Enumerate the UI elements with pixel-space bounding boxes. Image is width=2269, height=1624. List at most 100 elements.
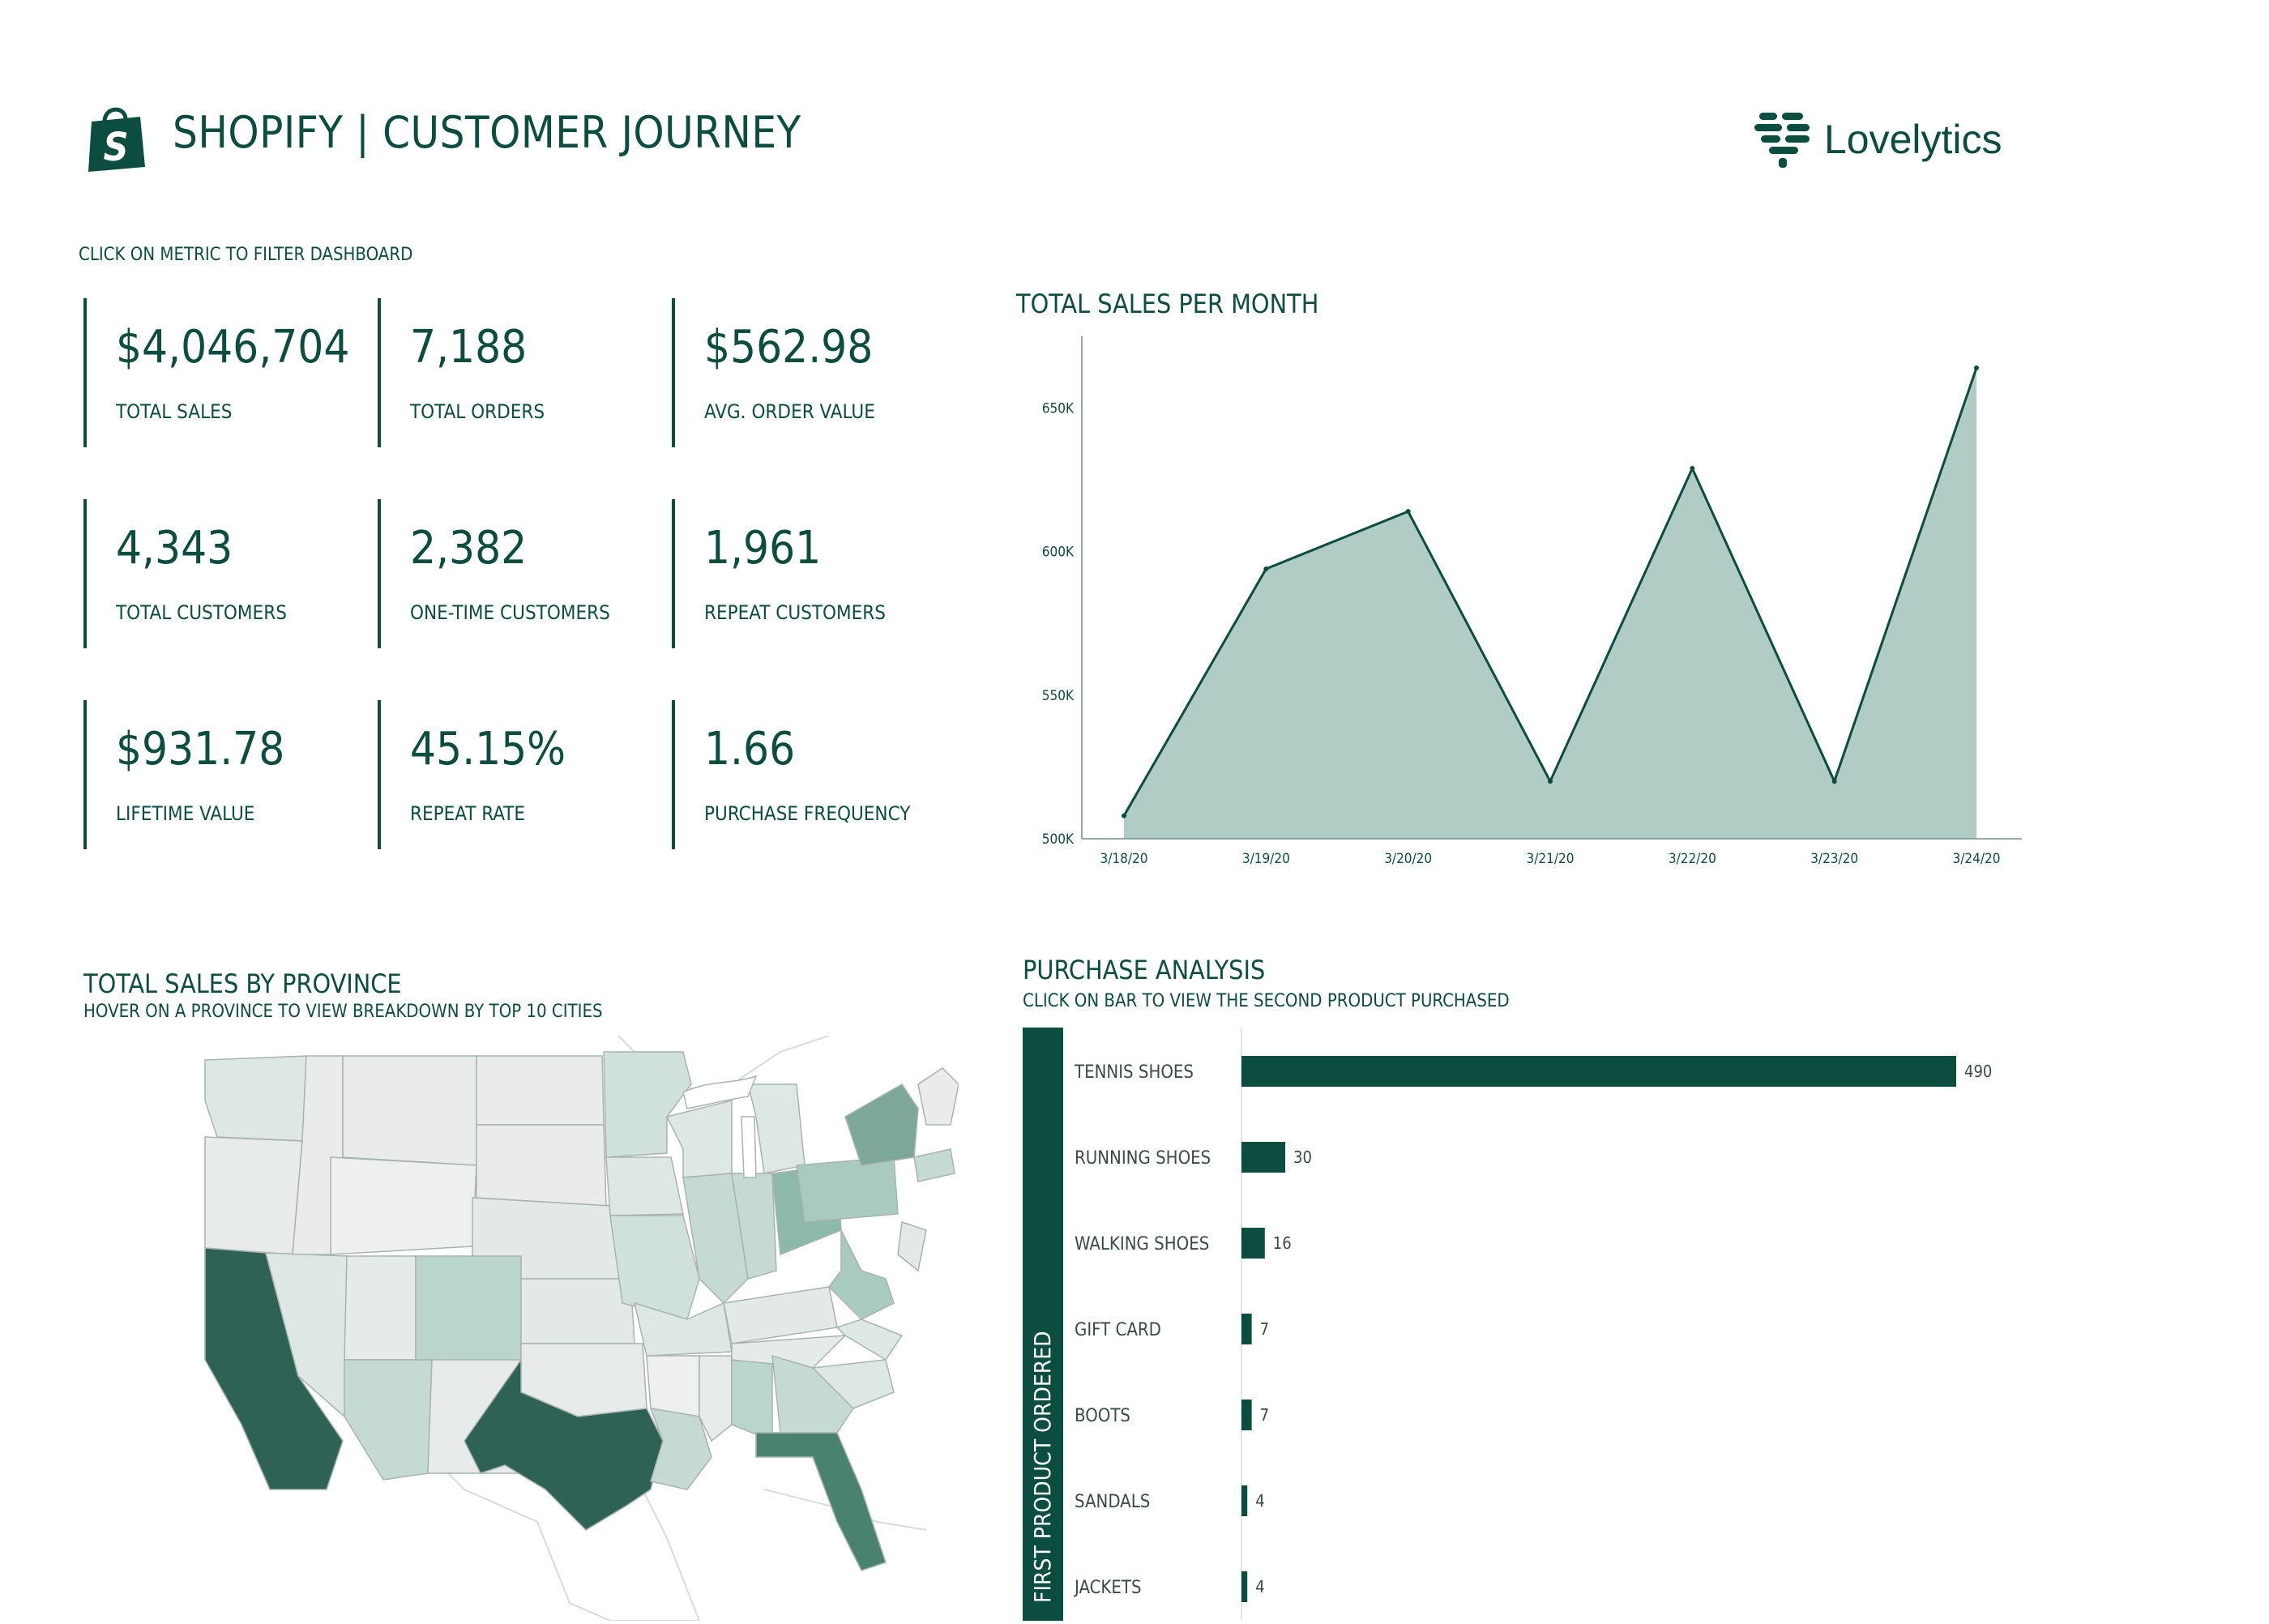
kpi-value: 45.15% [410, 723, 566, 776]
map-region[interactable] [828, 1229, 895, 1320]
data-point[interactable] [1974, 365, 1979, 370]
bar-value-label: 7 [1260, 1319, 1269, 1339]
map-region[interactable] [520, 1278, 635, 1344]
map-region[interactable] [771, 1354, 854, 1434]
map-region[interactable] [464, 1357, 664, 1531]
map-region[interactable] [646, 1355, 700, 1417]
kpi-value: $4,046,704 [116, 321, 350, 374]
kpi-label: PURCHASE FREQUENCY [704, 802, 911, 825]
map-region[interactable] [755, 1432, 887, 1571]
kpi-label: AVG. ORDER VALUE [704, 400, 875, 423]
kpi-lifetime-value[interactable]: $931.78 LIFETIME VALUE [83, 700, 354, 849]
data-point[interactable] [1690, 465, 1695, 471]
map-region[interactable] [917, 1067, 959, 1126]
map-subtitle: HOVER ON A PROVINCE TO VIEW BREAKDOWN BY… [83, 1002, 603, 1022]
data-point[interactable] [1405, 509, 1411, 515]
x-tick-label: 3/18/20 [1100, 851, 1148, 867]
map-region[interactable] [476, 1124, 607, 1207]
map-region[interactable] [665, 1100, 733, 1178]
bar-value-label: 4 [1255, 1491, 1264, 1511]
kpi-label: ONE-TIME CUSTOMERS [410, 601, 610, 624]
x-tick-label: 3/24/20 [1953, 851, 2001, 867]
y-axis-band [1023, 1028, 1063, 1621]
map-region[interactable] [731, 1173, 777, 1280]
map-region[interactable] [609, 1215, 700, 1320]
kpi-one-time-customers[interactable]: 2,382 ONE-TIME CUSTOMERS [378, 499, 648, 648]
data-point[interactable] [1263, 566, 1269, 571]
y-tick-label: 550K [1042, 688, 1075, 704]
y-axis-label: FIRST PRODUCT ORDERED [1029, 1331, 1056, 1603]
map-region[interactable] [605, 1156, 684, 1216]
x-tick-label: 3/23/20 [1810, 851, 1858, 867]
map-region[interactable] [330, 1156, 477, 1255]
kpi-total-customers[interactable]: 4,343 TOTAL CUSTOMERS [83, 499, 354, 648]
kpi-value: 1.66 [704, 723, 796, 776]
kpi-repeat-customers[interactable]: 1,961 REPEAT CUSTOMERS [672, 499, 942, 648]
map-region[interactable] [342, 1055, 477, 1166]
filter-hint: CLICK ON METRIC TO FILTER DASHBOARD [79, 245, 413, 265]
bar[interactable] [1241, 1485, 1248, 1516]
x-tick-label: 3/19/20 [1242, 851, 1290, 867]
bar[interactable] [1241, 1142, 1285, 1173]
kpi-label: TOTAL CUSTOMERS [116, 601, 287, 624]
kpi-value: 2,382 [410, 522, 528, 575]
x-tick-label: 3/21/20 [1527, 851, 1575, 867]
kpi-total-orders[interactable]: 7,188 TOTAL ORDERS [378, 298, 648, 447]
svg-text:S: S [103, 125, 128, 170]
bar[interactable] [1241, 1400, 1252, 1430]
map-region[interactable] [835, 1318, 904, 1361]
map-region[interactable] [913, 1148, 955, 1182]
kpi-label: REPEAT RATE [410, 802, 525, 825]
data-point[interactable] [1122, 813, 1126, 818]
kpi-avg-order-value[interactable]: $562.98 AVG. ORDER VALUE [672, 298, 942, 447]
map-region[interactable] [603, 1051, 692, 1158]
kpi-value: $562.98 [704, 321, 874, 374]
bar[interactable] [1241, 1314, 1252, 1344]
kpi-label: TOTAL ORDERS [410, 400, 545, 423]
x-tick-label: 3/22/20 [1669, 851, 1716, 867]
sales-per-month-chart[interactable]: 500K 550K 600K 650K 3/18/20 3/19/20 3/20/20 3/2… [1017, 328, 2038, 895]
province-sales-map[interactable] [83, 1036, 959, 1621]
map-region[interactable] [344, 1255, 417, 1361]
map-region[interactable] [476, 1055, 605, 1126]
shopify-bag-icon: S [83, 102, 148, 173]
data-point[interactable] [1831, 779, 1837, 784]
y-tick-label: 650K [1042, 401, 1075, 417]
map-region[interactable] [415, 1255, 522, 1361]
bar[interactable] [1241, 1571, 1248, 1602]
y-tick-label: 500K [1042, 831, 1075, 848]
data-point[interactable] [1548, 779, 1553, 784]
map-region[interactable] [682, 1173, 749, 1305]
map-title: TOTAL SALES BY PROVINCE [83, 968, 402, 999]
bar[interactable] [1241, 1056, 1956, 1087]
category-label: TENNIS SHOES [1074, 1062, 1194, 1083]
map-region[interactable] [796, 1156, 899, 1223]
map-region[interactable] [699, 1355, 733, 1442]
y-tick-label: 600K [1042, 545, 1075, 561]
purchase-analysis-chart[interactable]: FIRST PRODUCT ORDERED TENNIS SHOES 490 RUNN… [1023, 1028, 2141, 1621]
map-region[interactable] [844, 1083, 919, 1166]
map-region[interactable] [731, 1355, 773, 1442]
lake-superior [682, 1075, 758, 1109]
map-region[interactable] [747, 1083, 805, 1174]
map-region[interactable] [344, 1359, 433, 1481]
category-label: RUNNING SHOES [1075, 1148, 1211, 1169]
kpi-total-sales[interactable]: $4,046,704 TOTAL SALES [83, 298, 354, 447]
category-label: JACKETS [1073, 1578, 1142, 1598]
kpi-purchase-frequency[interactable]: 1.66 PURCHASE FREQUENCY [672, 700, 942, 849]
category-label: SANDALS [1075, 1492, 1150, 1512]
map-region[interactable] [204, 1136, 303, 1255]
map-region[interactable] [633, 1301, 733, 1357]
map-region[interactable] [897, 1220, 927, 1272]
bar-value-label: 16 [1273, 1233, 1292, 1253]
kpi-value: 1,961 [704, 522, 822, 575]
map-region[interactable] [204, 1055, 307, 1142]
map-region[interactable] [723, 1286, 838, 1344]
lake-michigan [741, 1116, 757, 1178]
kpi-repeat-rate[interactable]: 45.15% REPEAT RATE [378, 700, 648, 849]
kpi-value: 4,343 [116, 522, 233, 575]
map-region[interactable] [811, 1359, 895, 1409]
bar[interactable] [1241, 1228, 1265, 1259]
bar-value-label: 4 [1255, 1577, 1264, 1596]
kpi-label: LIFETIME VALUE [116, 802, 255, 825]
